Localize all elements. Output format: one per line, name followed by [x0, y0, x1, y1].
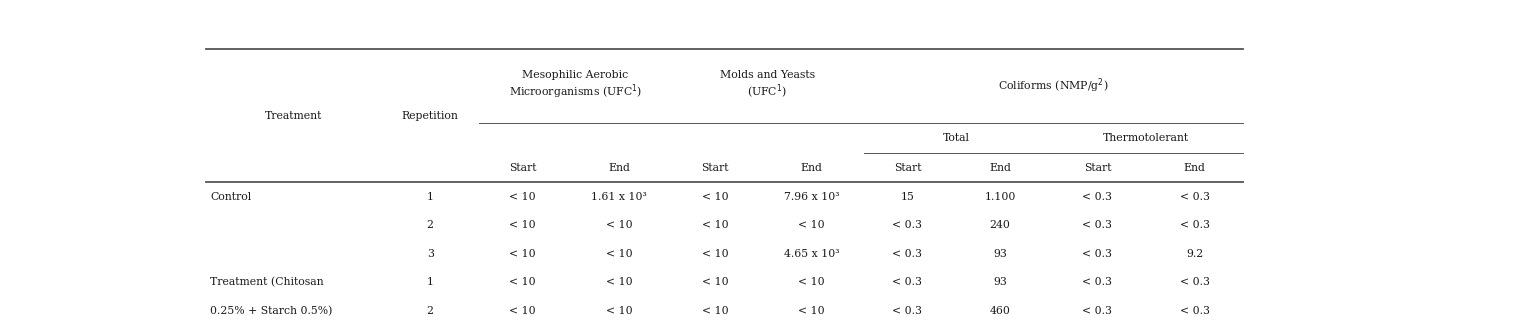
Text: 93: 93 [993, 277, 1007, 287]
Text: 1.100: 1.100 [985, 192, 1016, 202]
Text: Molds and Yeasts
(UFC$^1$): Molds and Yeasts (UFC$^1$) [720, 71, 815, 101]
Text: Mesophilic Aerobic
Microorganisms (UFC$^1$): Mesophilic Aerobic Microorganisms (UFC$^… [509, 70, 642, 101]
Text: < 0.3: < 0.3 [1083, 277, 1112, 287]
Text: End: End [800, 163, 823, 173]
Text: 15: 15 [901, 192, 915, 202]
Text: < 0.3: < 0.3 [1180, 306, 1210, 316]
Text: 1.61 x 10³: 1.61 x 10³ [591, 192, 647, 202]
Text: < 10: < 10 [510, 192, 536, 202]
Text: 2: 2 [426, 306, 434, 316]
Text: < 10: < 10 [510, 277, 536, 287]
Text: < 10: < 10 [605, 249, 633, 259]
Text: Start: Start [1083, 163, 1111, 173]
Text: < 10: < 10 [798, 277, 824, 287]
Text: < 10: < 10 [702, 249, 728, 259]
Text: < 0.3: < 0.3 [1083, 192, 1112, 202]
Text: < 10: < 10 [702, 306, 728, 316]
Text: Coliforms (NMP/g$^2$): Coliforms (NMP/g$^2$) [999, 76, 1109, 95]
Text: 93: 93 [993, 249, 1007, 259]
Text: End: End [990, 163, 1011, 173]
Text: Start: Start [509, 163, 536, 173]
Text: Start: Start [702, 163, 729, 173]
Text: < 10: < 10 [702, 220, 728, 230]
Text: < 10: < 10 [510, 306, 536, 316]
Text: < 0.3: < 0.3 [893, 306, 922, 316]
Text: < 10: < 10 [510, 249, 536, 259]
Text: 7.96 x 10³: 7.96 x 10³ [783, 192, 840, 202]
Text: 240: 240 [990, 220, 1011, 230]
Text: < 10: < 10 [798, 306, 824, 316]
Text: End: End [1184, 163, 1206, 173]
Text: Total: Total [942, 133, 970, 143]
Text: 3: 3 [426, 249, 434, 259]
Text: 0.25% + Starch 0.5%): 0.25% + Starch 0.5%) [210, 306, 332, 316]
Text: 2: 2 [426, 220, 434, 230]
Text: < 10: < 10 [605, 306, 633, 316]
Text: < 0.3: < 0.3 [893, 277, 922, 287]
Text: < 10: < 10 [510, 220, 536, 230]
Text: Start: Start [893, 163, 921, 173]
Text: 460: 460 [990, 306, 1011, 316]
Text: 1: 1 [426, 192, 434, 202]
Text: Control: Control [210, 192, 251, 202]
Text: < 0.3: < 0.3 [1083, 249, 1112, 259]
Text: < 0.3: < 0.3 [893, 249, 922, 259]
Text: < 0.3: < 0.3 [1083, 220, 1112, 230]
Text: < 0.3: < 0.3 [1083, 306, 1112, 316]
Text: < 0.3: < 0.3 [893, 220, 922, 230]
Text: < 0.3: < 0.3 [1180, 192, 1210, 202]
Text: < 10: < 10 [702, 277, 728, 287]
Text: Thermotolerant: Thermotolerant [1103, 133, 1189, 143]
Text: Treatment (Chitosan: Treatment (Chitosan [210, 277, 325, 288]
Text: 1: 1 [426, 277, 434, 287]
Text: 9.2: 9.2 [1186, 249, 1204, 259]
Text: Treatment: Treatment [265, 110, 322, 120]
Text: < 0.3: < 0.3 [1180, 277, 1210, 287]
Text: < 10: < 10 [798, 220, 824, 230]
Text: < 10: < 10 [702, 192, 728, 202]
Text: 4.65 x 10³: 4.65 x 10³ [783, 249, 840, 259]
Text: < 10: < 10 [605, 277, 633, 287]
Text: < 0.3: < 0.3 [1180, 220, 1210, 230]
Text: < 10: < 10 [605, 220, 633, 230]
Text: Repetition: Repetition [401, 110, 458, 120]
Text: End: End [608, 163, 630, 173]
